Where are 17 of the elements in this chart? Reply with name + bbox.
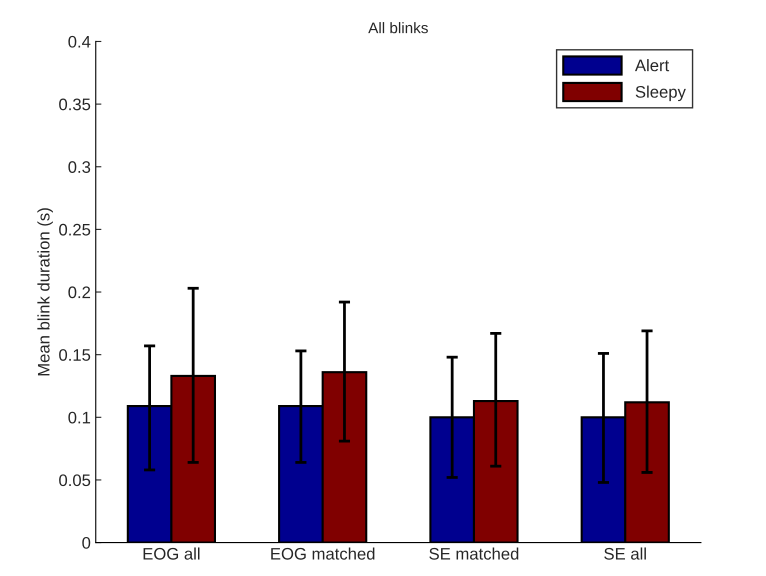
legend-label: Sleepy [636,86,686,102]
x-tick-label: SE matched [429,547,518,560]
x-tick-label: EOG matched [271,547,374,560]
y-tick-label: 0.25 [59,224,90,236]
y-tick-label: 0.05 [59,474,90,486]
y-tick-label: 0 [82,536,90,549]
y-tick-label: 0.15 [59,349,90,361]
y-axis-title: Mean blink duration (s) [37,208,53,376]
y-tick-label: 0.1 [68,412,90,424]
x-tick-label: SE all [604,547,646,560]
y-tick-label: 0.2 [68,286,90,298]
y-tick-label: 0.3 [68,161,90,173]
y-tick-label: 0.35 [59,98,90,110]
legend-label: Alert [634,59,670,72]
x-tick-label: EOG all [144,547,200,560]
y-tick-label: 0.4 [68,36,90,48]
chart-title: All blinks [368,22,428,34]
